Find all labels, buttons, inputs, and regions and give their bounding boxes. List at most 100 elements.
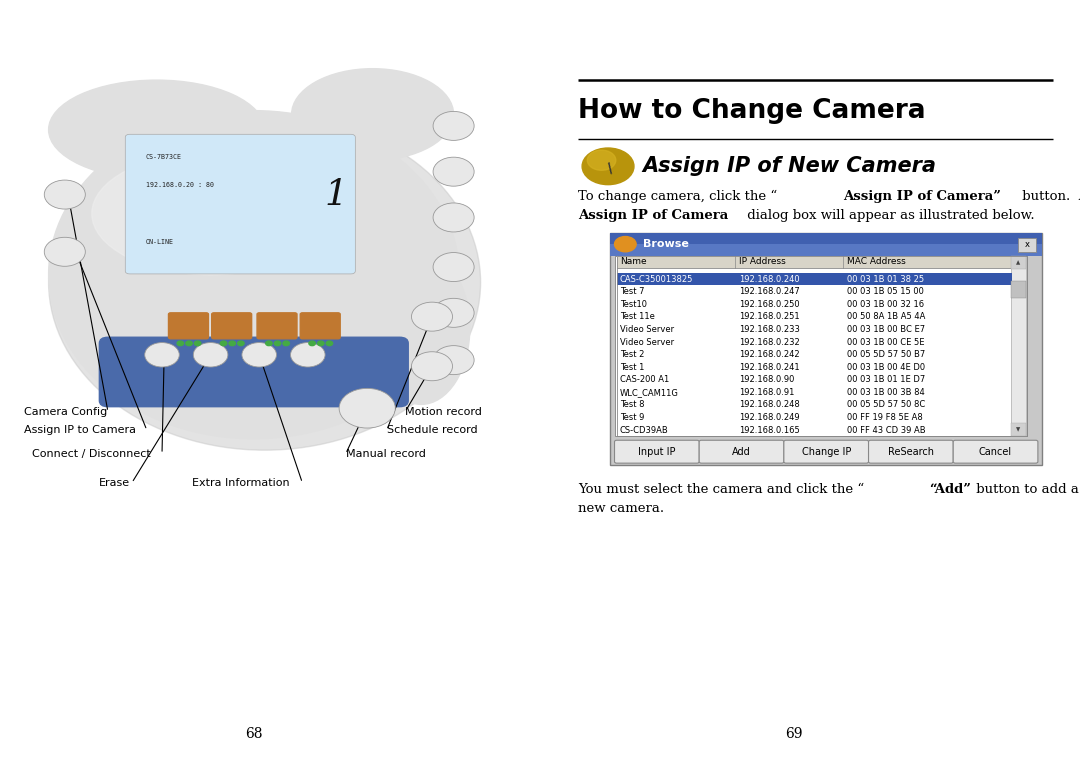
Text: Assign IP of Camera: Assign IP of Camera [578,208,728,222]
Text: new camera.: new camera. [578,501,664,515]
Circle shape [433,298,474,327]
Text: Name: Name [620,257,647,266]
Text: CAS-200 A1: CAS-200 A1 [620,375,670,385]
Text: button.  An: button. An [1018,190,1080,204]
Text: Connect / Disconnect: Connect / Disconnect [32,449,151,459]
Circle shape [242,343,276,367]
Text: Test 11e: Test 11e [620,312,654,321]
Text: Video Server: Video Server [620,337,674,346]
Text: Input IP: Input IP [638,446,676,457]
Circle shape [411,302,453,331]
Text: Cancel: Cancel [978,446,1012,457]
Circle shape [433,111,474,140]
Text: To change camera, click the “: To change camera, click the “ [578,190,777,204]
Text: 192.168.0.233: 192.168.0.233 [739,325,799,334]
Text: 192.168.0.90: 192.168.0.90 [739,375,794,385]
Circle shape [44,237,85,266]
Text: Assign IP of Camera”: Assign IP of Camera” [842,190,1001,204]
Text: Test10: Test10 [620,300,647,309]
Text: 192.168.0.247: 192.168.0.247 [739,287,799,296]
Circle shape [177,341,184,346]
Text: 192.168.0.248: 192.168.0.248 [739,401,799,410]
Text: Assign IP of New Camera: Assign IP of New Camera [643,156,936,176]
Circle shape [433,203,474,232]
Text: 69: 69 [785,727,802,741]
Text: 1: 1 [324,178,347,211]
FancyBboxPatch shape [1011,423,1026,436]
Text: WLC_CAM11G: WLC_CAM11G [620,388,679,397]
Circle shape [194,341,201,346]
Text: 00 03 1B 01 38 25: 00 03 1B 01 38 25 [847,275,923,284]
FancyBboxPatch shape [1011,256,1026,436]
Circle shape [411,352,453,381]
FancyBboxPatch shape [99,337,408,407]
Text: Test 2: Test 2 [620,350,645,359]
Circle shape [283,341,289,346]
Circle shape [326,341,333,346]
Text: 00 03 1B 05 15 00: 00 03 1B 05 15 00 [847,287,923,296]
Text: 00 50 8A 1B A5 4A: 00 50 8A 1B A5 4A [847,312,926,321]
Text: Test 1: Test 1 [620,362,645,372]
FancyBboxPatch shape [257,313,297,339]
Circle shape [615,237,636,252]
Text: IP Address: IP Address [739,257,785,266]
Ellipse shape [49,111,459,439]
Text: Camera Config: Camera Config [24,407,107,417]
FancyBboxPatch shape [954,440,1038,463]
FancyBboxPatch shape [1018,238,1036,252]
Circle shape [220,341,227,346]
Text: 192.168.0.165: 192.168.0.165 [739,426,799,435]
Ellipse shape [373,252,470,404]
Circle shape [44,180,85,209]
Text: ReSearch: ReSearch [888,446,934,457]
Text: 192.168.0.20 : 80: 192.168.0.20 : 80 [146,182,214,188]
FancyBboxPatch shape [125,134,355,274]
Text: x: x [1025,240,1029,250]
Text: 192.168.0.251: 192.168.0.251 [739,312,799,321]
Text: Schedule record: Schedule record [387,425,477,436]
Text: ▼: ▼ [1016,427,1021,432]
Circle shape [186,341,192,346]
FancyBboxPatch shape [615,440,699,463]
Text: 192.168.0.241: 192.168.0.241 [739,362,799,372]
Text: /: / [605,160,616,175]
Text: ON-LINE: ON-LINE [146,239,174,245]
Text: CAS-C350013825: CAS-C350013825 [620,275,693,284]
FancyBboxPatch shape [617,256,1012,268]
Text: How to Change Camera: How to Change Camera [578,98,926,124]
Circle shape [193,343,228,367]
Text: 192.168.0.232: 192.168.0.232 [739,337,799,346]
Text: 00 FF 43 CD 39 AB: 00 FF 43 CD 39 AB [847,426,926,435]
Circle shape [433,346,474,375]
Text: Manual record: Manual record [346,449,426,459]
Text: Add: Add [732,446,751,457]
Circle shape [339,388,395,428]
FancyBboxPatch shape [868,440,954,463]
Text: dialog box will appear as illustrated below.: dialog box will appear as illustrated be… [743,208,1035,222]
FancyBboxPatch shape [699,440,784,463]
FancyBboxPatch shape [300,313,340,339]
Text: 00 05 5D 57 50 8C: 00 05 5D 57 50 8C [847,401,924,410]
Text: “Add”: “Add” [929,483,971,497]
Text: CS-7B73CE: CS-7B73CE [146,153,181,159]
Text: Video Server: Video Server [620,325,674,334]
Text: Erase: Erase [99,478,131,488]
Text: Test 8: Test 8 [620,401,645,410]
FancyBboxPatch shape [615,256,1027,436]
Circle shape [433,253,474,282]
Text: 00 03 1B 00 3B 84: 00 03 1B 00 3B 84 [847,388,924,397]
Circle shape [266,341,272,346]
Text: 192.168.0.250: 192.168.0.250 [739,300,799,309]
FancyBboxPatch shape [1011,281,1026,298]
FancyBboxPatch shape [610,233,1042,465]
Circle shape [309,341,315,346]
Text: Test 7: Test 7 [620,287,645,296]
Text: 68: 68 [245,727,262,741]
Text: 00 05 5D 57 50 B7: 00 05 5D 57 50 B7 [847,350,924,359]
Circle shape [318,341,324,346]
Ellipse shape [49,80,265,179]
Text: Extra Information: Extra Information [192,478,289,488]
Text: 192.168.0.242: 192.168.0.242 [739,350,799,359]
Text: 00 03 1B 00 BC E7: 00 03 1B 00 BC E7 [847,325,924,334]
FancyBboxPatch shape [617,273,1012,285]
